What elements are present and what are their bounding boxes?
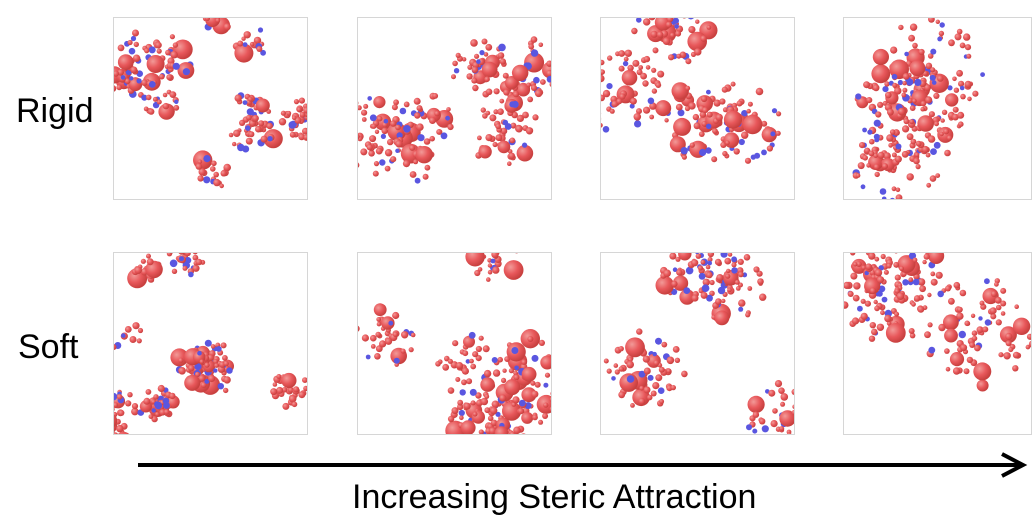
panel-rigid-4 <box>843 17 1032 200</box>
panel-rigid-1 <box>113 17 308 200</box>
row-label-soft: Soft <box>18 328 79 366</box>
panel-soft-4 <box>843 252 1032 435</box>
panel-rigid-3 <box>600 17 795 200</box>
panel-soft-3 <box>600 252 795 435</box>
panel-rigid-2 <box>357 17 552 200</box>
panel-soft-1 <box>113 252 308 435</box>
axis-caption: Increasing Steric Attraction <box>352 478 757 516</box>
right-arrow-icon <box>138 452 1028 478</box>
row-label-rigid: Rigid <box>16 92 94 130</box>
panel-soft-2 <box>357 252 552 435</box>
